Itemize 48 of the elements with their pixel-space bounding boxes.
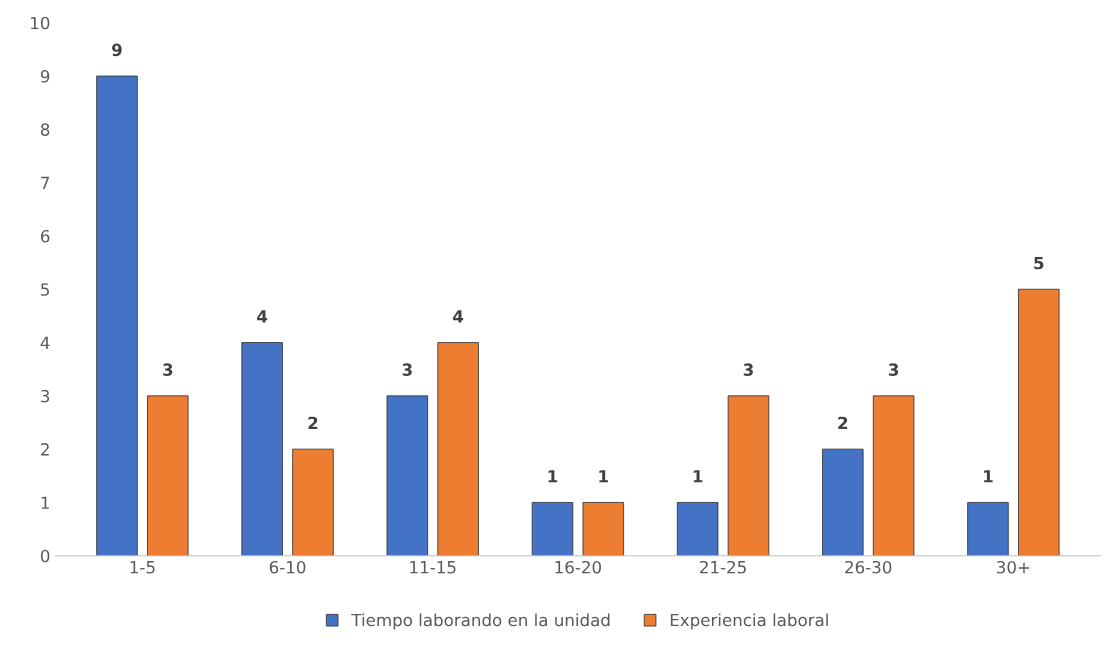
bar [727,395,770,556]
y-tick-label: 8 [40,123,50,136]
x-tick-label: 26-30 [845,560,892,574]
y-tick-label: 1 [41,496,49,509]
bar [147,395,189,556]
y-tick-label: 6 [41,229,50,243]
bar [96,75,138,556]
bar [292,448,334,556]
bar [676,502,719,556]
data-label: 9 [112,43,122,57]
x-tick-label: 30+ [997,560,1030,574]
data-label: 1 [599,470,608,483]
x-tick-label: 16-20 [555,560,601,574]
data-label: 1 [693,470,703,483]
y-tick-label: 4 [40,336,50,349]
y-tick-label: 9 [40,70,50,83]
data-label: 4 [257,310,268,323]
bar [967,502,1009,556]
bar [386,395,429,556]
bar [437,342,479,556]
data-label: 1 [548,470,558,483]
data-label: 2 [308,416,318,430]
data-label: 3 [743,363,753,376]
data-label: 4 [453,310,464,323]
legend-label: Experiencia laboral [670,613,828,630]
x-tick-label: 11-15 [410,561,456,574]
x-tick-label: 1-5 [130,561,155,574]
y-tick-label: 0 [40,549,50,563]
legend-label: Tiempo laborando en la unidad [351,613,610,630]
y-tick-label: 3 [41,389,50,403]
x-tick-label: 6-10 [269,560,306,574]
y-tick-label: 5 [41,283,49,296]
data-label: 3 [163,363,173,376]
bar [1018,288,1060,556]
bar [241,342,283,556]
y-tick-label: 10 [31,16,50,30]
y-tick-label: 2 [41,443,49,456]
y-tick-label: 7 [41,176,50,189]
x-tick-label: 21-25 [700,560,746,574]
data-label: 3 [402,363,412,376]
bar [582,502,625,556]
bar [872,395,915,556]
data-label: 2 [838,416,848,430]
data-label: 3 [888,363,899,376]
data-label: 5 [1034,256,1044,270]
data-label: 1 [984,470,993,483]
bar [531,502,574,556]
bar [822,448,864,556]
